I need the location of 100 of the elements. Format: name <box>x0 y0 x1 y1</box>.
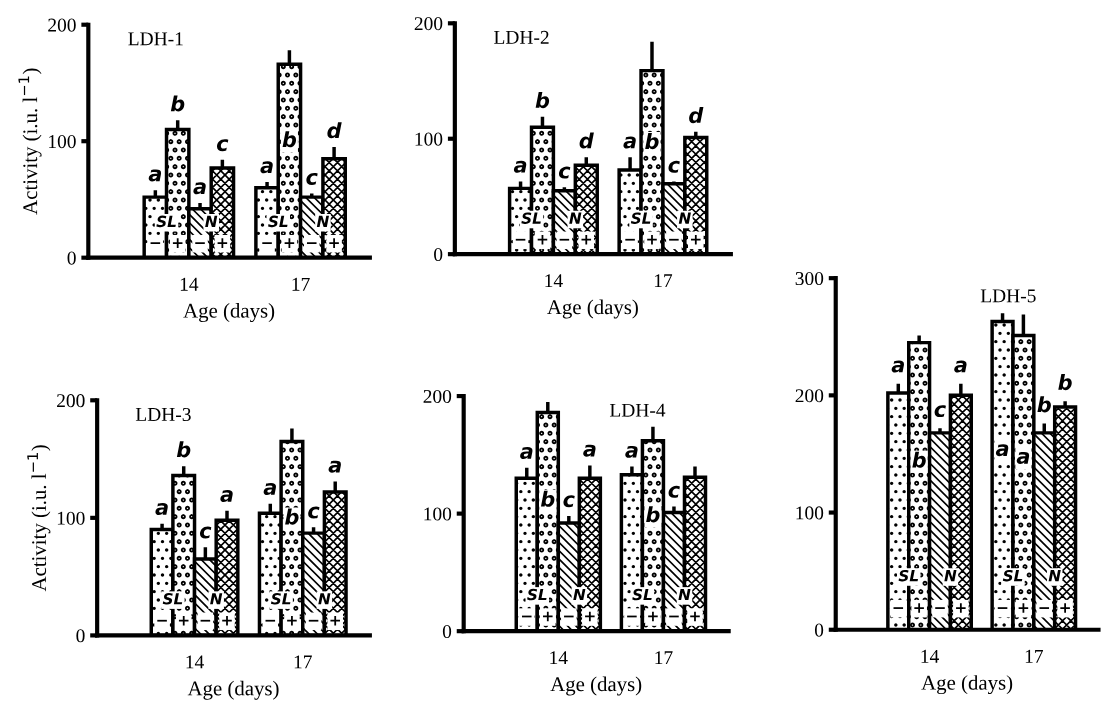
y-tick-label: 200 <box>57 394 85 408</box>
y-tick-label: 100 <box>57 511 85 525</box>
data-label: a <box>263 483 276 496</box>
data-label: a <box>1016 451 1030 464</box>
data-label: b <box>170 95 185 112</box>
text: − <box>1039 607 1050 609</box>
annotation: − <box>157 619 167 622</box>
y-tick-label: 100 <box>796 506 824 520</box>
text: + <box>691 234 701 245</box>
data-label: c <box>216 139 229 152</box>
y-axis-title: Activity (i.u. l$^{−1}$) <box>27 445 51 592</box>
data-label: c <box>306 172 318 185</box>
x-axis-title: Age (days) <box>550 676 642 696</box>
y-tick-label: 200 <box>414 17 443 31</box>
annotation: − <box>150 242 161 245</box>
text: N <box>316 215 329 227</box>
text: − <box>559 238 570 241</box>
chart-title: LDH-1 <box>128 32 183 46</box>
annotation: SL <box>162 593 183 605</box>
data-label: a <box>583 444 596 457</box>
chart-title: LDH-5 <box>980 289 1036 303</box>
text: SL <box>630 212 651 224</box>
x-tick-label: 14 <box>545 274 563 288</box>
text: + <box>1060 603 1070 613</box>
text: − <box>935 607 945 609</box>
data-label: b <box>282 131 297 148</box>
x-tick-label: 17 <box>1025 649 1043 663</box>
y-tick-label: 200 <box>423 389 452 403</box>
text: − <box>669 615 679 618</box>
text: N <box>678 588 691 601</box>
y-tick-label: 100 <box>415 132 443 146</box>
data-label: a <box>260 161 273 174</box>
annotation: N <box>944 570 957 582</box>
annotation: − <box>521 615 532 618</box>
x-tick-label: 14 <box>186 655 204 669</box>
data-label: a <box>520 447 533 460</box>
data-label: a <box>954 360 967 373</box>
annotation: SL <box>156 215 176 228</box>
y-tick-label: 0 <box>67 251 76 265</box>
data-label: b <box>646 506 660 523</box>
text: − <box>997 607 1008 609</box>
annotation: SL <box>898 569 918 582</box>
chart-title: LDH-2 <box>494 30 549 44</box>
x-tick-label: 17 <box>292 277 310 291</box>
data-label: c <box>199 526 212 539</box>
text: N <box>1048 570 1061 582</box>
annotation: N <box>573 588 586 601</box>
y-tick-label: 100 <box>49 135 76 149</box>
text: − <box>625 238 635 241</box>
data-label: a <box>623 136 636 149</box>
x-tick-label: 17 <box>654 274 673 288</box>
data-label: a <box>155 503 168 515</box>
text: − <box>200 619 211 622</box>
text: − <box>265 619 276 622</box>
text: + <box>648 611 658 622</box>
text: N <box>318 593 331 605</box>
text: − <box>669 238 679 241</box>
chart-title: LDH-4 <box>609 403 666 417</box>
data-label: b <box>285 508 299 525</box>
y-tick-label: 0 <box>76 629 85 643</box>
text: + <box>956 603 966 613</box>
data-label: b <box>645 133 659 150</box>
annotation: + <box>914 603 924 613</box>
y-tick-label: 0 <box>434 247 443 262</box>
text: SL <box>632 588 652 601</box>
data-label: c <box>563 495 575 508</box>
annotation: N <box>569 212 582 224</box>
annotation: − <box>515 238 526 241</box>
data-label: c <box>668 160 680 173</box>
data-label: d <box>689 107 704 124</box>
data-label: a <box>220 490 233 503</box>
x-tick-label: 17 <box>294 655 312 669</box>
y-tick-label: 200 <box>48 18 76 32</box>
text: + <box>690 611 700 622</box>
data-label: b <box>176 441 191 458</box>
x-tick-label: 14 <box>180 277 199 291</box>
data-label: c <box>668 485 680 498</box>
text: + <box>284 238 295 248</box>
text: + <box>222 615 232 626</box>
text: SL <box>270 593 291 605</box>
annotation: N <box>210 593 223 605</box>
text: − <box>564 615 574 618</box>
data-label: d <box>579 132 594 149</box>
chart-title: LDH-3 <box>135 407 191 422</box>
annotation: − <box>893 607 904 609</box>
data-label: a <box>625 445 638 458</box>
y-tick-label: 100 <box>424 507 452 521</box>
data-label: b <box>535 92 550 109</box>
text: + <box>330 615 340 626</box>
text: + <box>585 611 595 622</box>
x-tick-label: 17 <box>655 651 673 665</box>
data-label: b <box>912 451 926 468</box>
annotation: SL <box>521 212 541 224</box>
data-label: b <box>540 490 555 507</box>
text: SL <box>1002 569 1023 582</box>
text: + <box>287 615 297 626</box>
data-label: c <box>934 405 946 418</box>
text: + <box>1018 603 1029 613</box>
text: + <box>647 234 657 245</box>
text: − <box>308 619 319 622</box>
